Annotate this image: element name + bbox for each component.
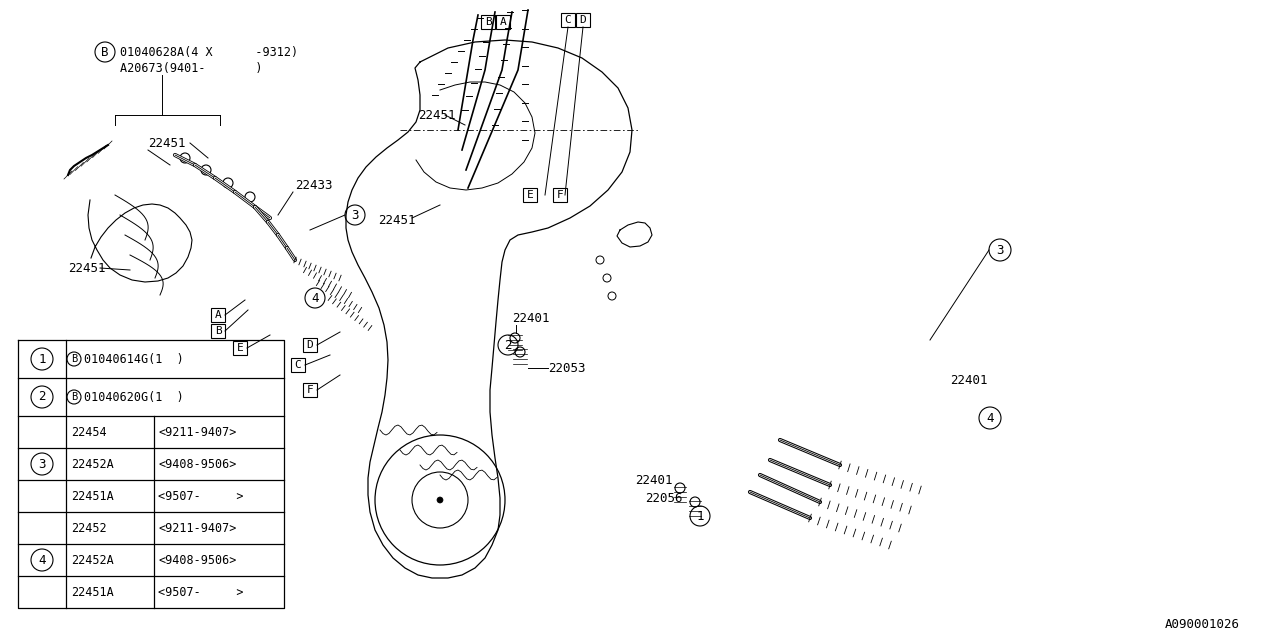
Text: 1: 1 (38, 353, 46, 365)
Text: D: D (580, 15, 586, 25)
Text: C: C (564, 15, 571, 25)
Bar (303, 338, 317, 352)
Text: 22451: 22451 (148, 136, 186, 150)
Text: 22433: 22433 (294, 179, 333, 191)
Text: <9408-9506>: <9408-9506> (157, 554, 237, 566)
Text: 2: 2 (38, 390, 46, 403)
Text: <9507-     >: <9507- > (157, 586, 243, 598)
Circle shape (436, 497, 443, 503)
Bar (524, 188, 538, 202)
Text: 22454: 22454 (70, 426, 106, 438)
Text: 22451A: 22451A (70, 490, 114, 502)
Text: F: F (557, 190, 563, 200)
Bar (481, 15, 495, 29)
Text: 22452: 22452 (70, 522, 106, 534)
Text: 3: 3 (351, 209, 358, 221)
Text: 22451: 22451 (419, 109, 456, 122)
Text: B: B (70, 354, 77, 364)
Text: 22451: 22451 (378, 214, 416, 227)
Text: C: C (294, 360, 301, 370)
Text: 22056: 22056 (645, 492, 682, 504)
Text: 01040620G(1  ): 01040620G(1 ) (84, 390, 184, 403)
Text: 22401: 22401 (635, 474, 672, 486)
Text: E: E (526, 190, 534, 200)
Text: 3: 3 (38, 458, 46, 470)
Bar (211, 324, 225, 338)
Text: B: B (101, 45, 109, 58)
Text: 22452A: 22452A (70, 554, 114, 566)
Bar (553, 188, 567, 202)
Text: F: F (307, 385, 314, 395)
Text: 22452A: 22452A (70, 458, 114, 470)
Text: 01040614G(1  ): 01040614G(1 ) (84, 353, 184, 365)
Text: 22053: 22053 (548, 362, 585, 374)
Text: 2: 2 (504, 339, 512, 351)
Bar (291, 358, 305, 372)
Bar (497, 15, 509, 29)
Text: B: B (485, 17, 492, 27)
Text: 4: 4 (987, 412, 993, 424)
Text: A090001026: A090001026 (1165, 618, 1240, 632)
Text: B: B (215, 326, 221, 336)
Text: <9507-     >: <9507- > (157, 490, 243, 502)
Bar (233, 341, 247, 355)
Text: 22451: 22451 (68, 262, 105, 275)
Text: D: D (307, 340, 314, 350)
Bar (576, 13, 590, 27)
Text: <9211-9407>: <9211-9407> (157, 522, 237, 534)
Text: <9408-9506>: <9408-9506> (157, 458, 237, 470)
Text: 22401: 22401 (512, 312, 549, 324)
Text: A: A (499, 17, 507, 27)
Text: 3: 3 (996, 243, 1004, 257)
Text: A20673(9401-       ): A20673(9401- ) (120, 61, 262, 74)
Text: B: B (70, 392, 77, 402)
Text: 22401: 22401 (950, 374, 987, 387)
Text: 22451A: 22451A (70, 586, 114, 598)
Text: <9211-9407>: <9211-9407> (157, 426, 237, 438)
Text: 4: 4 (311, 291, 319, 305)
Text: 1: 1 (696, 509, 704, 522)
Bar (303, 383, 317, 397)
Text: E: E (237, 343, 243, 353)
Bar (211, 308, 225, 322)
Text: 01040628A(4 X      -9312): 01040628A(4 X -9312) (120, 45, 298, 58)
Text: A: A (215, 310, 221, 320)
Text: 4: 4 (38, 554, 46, 566)
Bar (561, 13, 575, 27)
